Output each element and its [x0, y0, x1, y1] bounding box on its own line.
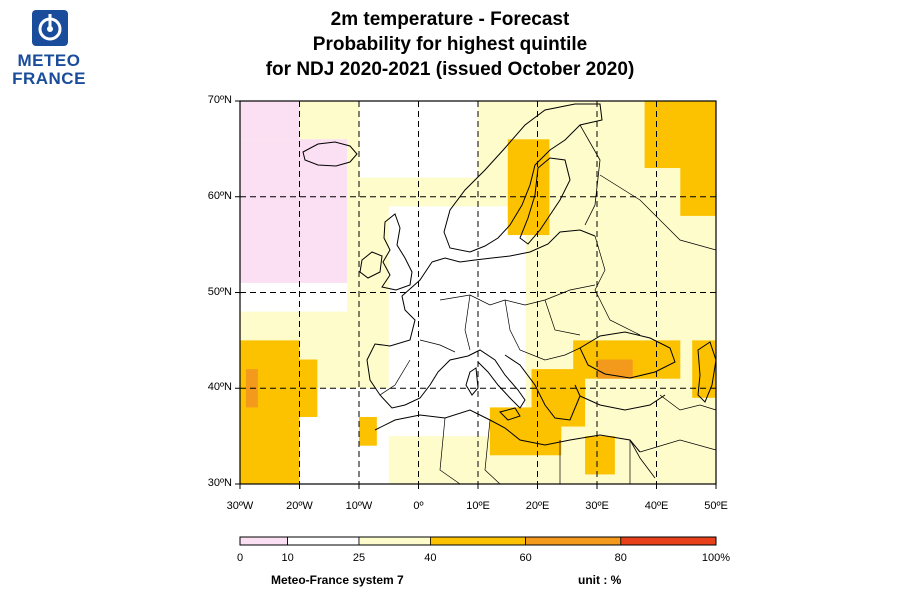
meteo-france-logo-icon: [32, 10, 68, 46]
lat-label: 30ºN: [207, 477, 232, 489]
logo-text-line2: FRANCE: [12, 69, 86, 88]
colorbar-tick-label: 80: [614, 552, 627, 564]
coastline-great-britain: [381, 213, 413, 291]
coastline-iceland: [302, 141, 358, 167]
lon-label: 10ºE: [466, 500, 490, 512]
probability-region-40-60: [359, 416, 377, 446]
lon-label: 0º: [413, 500, 424, 512]
coastline-caspian: [697, 341, 717, 403]
model-name: Meteo-France system 7: [271, 573, 404, 587]
colorbar-tick-label: 25: [352, 552, 366, 564]
title-line-2: Probability for highest quintile: [312, 34, 588, 55]
coastline-black-sea: [579, 331, 676, 379]
colorbar-tick-label: 100%: [701, 552, 731, 564]
title-line-3: for NDJ 2020-2021 (issued October 2020): [265, 59, 635, 80]
probability-region-40-60: [644, 101, 716, 169]
lat-label: 70ºN: [207, 94, 232, 106]
coastline-ireland: [359, 251, 383, 279]
lon-label: 20ºW: [286, 500, 313, 512]
country-borders: [379, 174, 717, 485]
probability-region-40-60: [240, 340, 300, 484]
coastline-continent-north: [431, 229, 596, 263]
unit-label: unit : %: [578, 573, 622, 587]
lon-label: 20ºE: [525, 500, 550, 512]
coastline-red-sea: [629, 439, 656, 479]
coastline-turkey: [579, 394, 666, 411]
probability-region-40-60: [507, 139, 550, 236]
probability-region-0-10: [240, 139, 348, 283]
lon-label: 10ºW: [345, 500, 373, 512]
coastline-gulf-of-bothnia: [519, 157, 571, 245]
lon-label: 30ºW: [226, 500, 254, 512]
coastline-western-europe: [366, 261, 469, 409]
lon-label: 40ºE: [644, 500, 669, 512]
coastlines: [302, 103, 717, 485]
meteo-france-logo: METEO FRANCE: [8, 10, 90, 90]
title-line-1: 2m temperature - Forecast: [330, 9, 570, 30]
probability-region-40-60: [585, 436, 615, 475]
axis-ticks: [235, 100, 717, 489]
coastline-sicily: [499, 407, 521, 421]
probability-region-0-10: [240, 101, 300, 140]
coastline-north-africa: [374, 409, 641, 453]
probability-region-40-60: [680, 168, 716, 216]
probability-region-10-25: [388, 206, 526, 437]
coastline-italy: [467, 349, 526, 409]
colorbar-tick-label: 0: [236, 552, 244, 564]
lon-label: 30ºE: [585, 500, 609, 512]
probability-region-40-60: [299, 359, 318, 417]
lat-label: 40ºN: [207, 381, 232, 394]
coastline-sardinia: [465, 367, 479, 396]
graticule: [240, 101, 716, 484]
colorbar-tick-label: 60: [519, 552, 532, 564]
lat-label: 50ºN: [207, 285, 232, 298]
lat-label: 60ºN: [207, 189, 232, 202]
probability-region-40-60: [531, 369, 586, 427]
colorbar-tick-label: 10: [281, 552, 294, 564]
lon-label: 50ºE: [704, 500, 728, 512]
logo-text-line1: METEO: [17, 51, 81, 70]
colorbar-tick-label: 40: [424, 552, 437, 564]
coastline-balkans: [504, 354, 581, 421]
coastline-scandinavia: [443, 103, 603, 253]
